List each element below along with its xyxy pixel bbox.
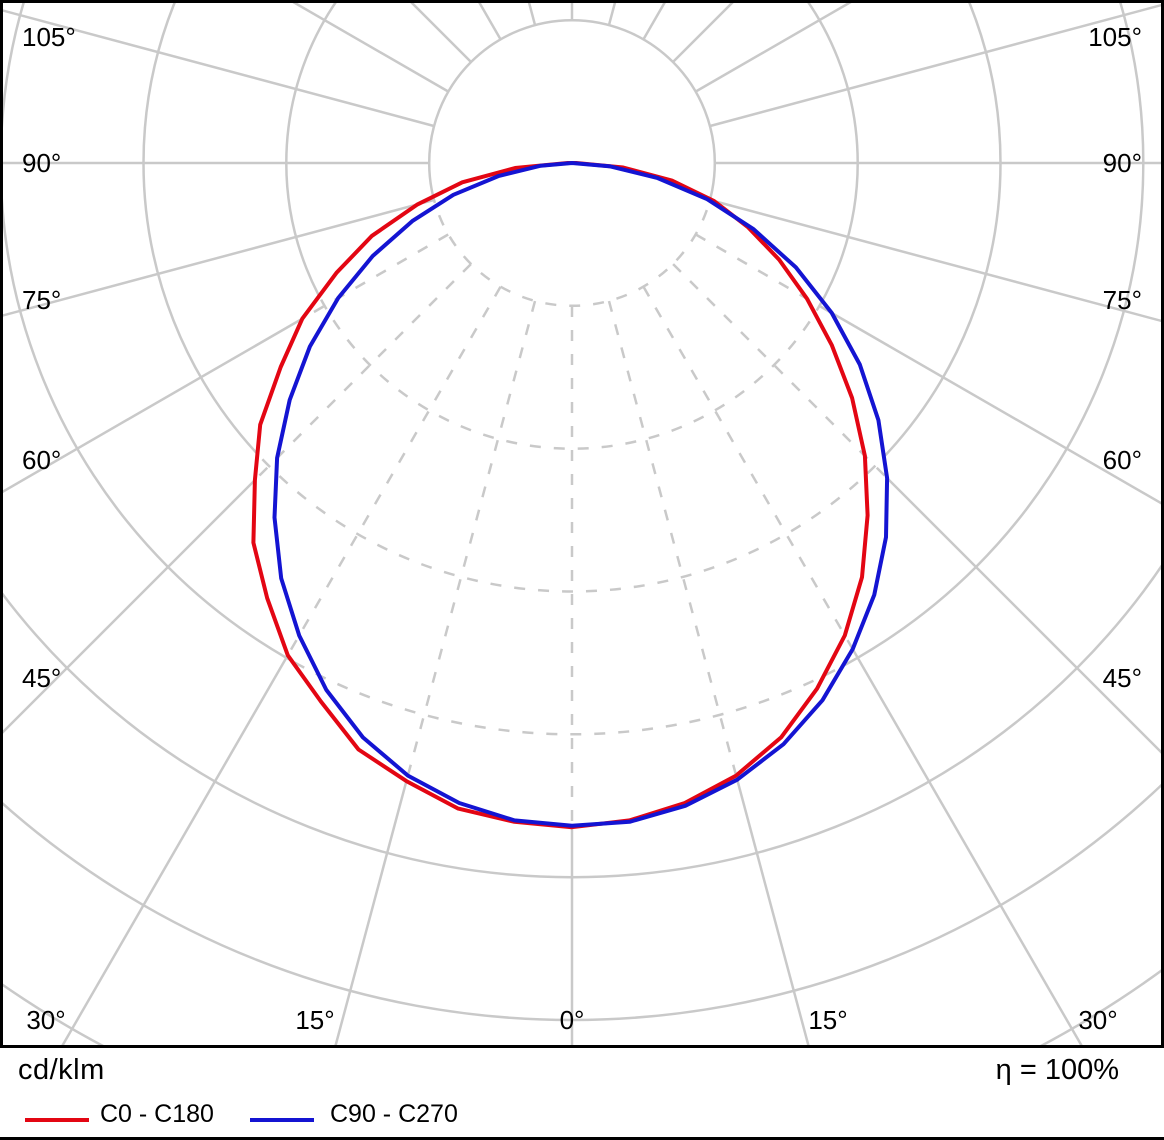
angle-label-bottom: 15°: [295, 1005, 334, 1035]
angle-label-bottom: 0°: [560, 1005, 585, 1035]
grid-ray: [709, 3, 1164, 128]
angle-label-left: 75°: [22, 285, 61, 315]
grid-ray: [672, 263, 888, 828]
curve-fill-c90-c270: [274, 163, 888, 826]
legend-label-c90-c270: C90 - C270: [330, 1100, 458, 1128]
grid-ring: [253, 163, 888, 593]
grid-ray: [607, 0, 617, 26]
angle-label-right: 90°: [1103, 148, 1142, 178]
angle-label-bottom: 30°: [1078, 1005, 1117, 1035]
angle-label-right: 75°: [1103, 285, 1142, 315]
grid-ray: [0, 198, 435, 318]
grid-ray: [642, 0, 668, 40]
grid-ray: [695, 233, 1164, 507]
legend-line-c0-c180: [25, 1118, 89, 1122]
angle-label-left: 105°: [22, 22, 76, 52]
chart-footer: cd/klm η = 100% C0 - C180 C90 - C270: [0, 1048, 1164, 1140]
angle-label-right: 105°: [1088, 22, 1142, 52]
grid-ring: [253, 163, 888, 736]
grid-ray: [644, 0, 1164, 39]
legend-line-c90-c270: [250, 1118, 314, 1122]
angle-label-left: 90°: [22, 148, 61, 178]
grid-ray: [609, 0, 960, 25]
angle-label-right: 45°: [1103, 663, 1142, 693]
polar-grid-dashed: [0, 0, 1164, 828]
angle-label-right: 60°: [1103, 445, 1142, 475]
curve-c90-c270: [272, 161, 890, 828]
efficiency-label: η = 100%: [995, 1054, 1119, 1086]
curve-interior-fill: [253, 163, 888, 828]
grid-ray: [253, 300, 537, 828]
angle-label-left: 45°: [22, 663, 61, 693]
grid-ring: [427, 163, 717, 308]
grid-ray: [709, 198, 1164, 323]
polar-intensity-chart: 105° 90° 75° 60° 45° 105° 90° 75° 60° 45° 30° 15° 0°…: [0, 0, 1164, 1048]
unit-label: cd/klm: [18, 1054, 105, 1086]
angle-label-bottom: 30°: [26, 1005, 65, 1035]
grid-ray: [607, 300, 888, 828]
grid-ray: [0, 8, 435, 128]
grid-ray: [527, 0, 537, 26]
grid-ray: [0, 233, 449, 495]
grid-ray: [0, 0, 434, 126]
angle-label-left: 60°: [22, 445, 61, 475]
angle-label-bottom: 15°: [808, 1005, 847, 1035]
grid-ray: [642, 286, 888, 828]
grid-ray: [184, 0, 535, 25]
angle-labels: 105° 90° 75° 60° 45° 105° 90° 75° 60° 45° 30° 15° 0°…: [22, 22, 1142, 1035]
legend-label-c0-c180: C0 - C180: [100, 1100, 214, 1128]
polar-chart-area: 105° 90° 75° 60° 45° 105° 90° 75° 60° 45° 30° 15° 0°…: [0, 0, 1164, 1048]
grid-ray: [253, 286, 502, 828]
grid-ray: [253, 263, 472, 828]
bottom-border-line: [0, 1137, 1164, 1140]
plot-border: [0, 0, 1164, 1048]
